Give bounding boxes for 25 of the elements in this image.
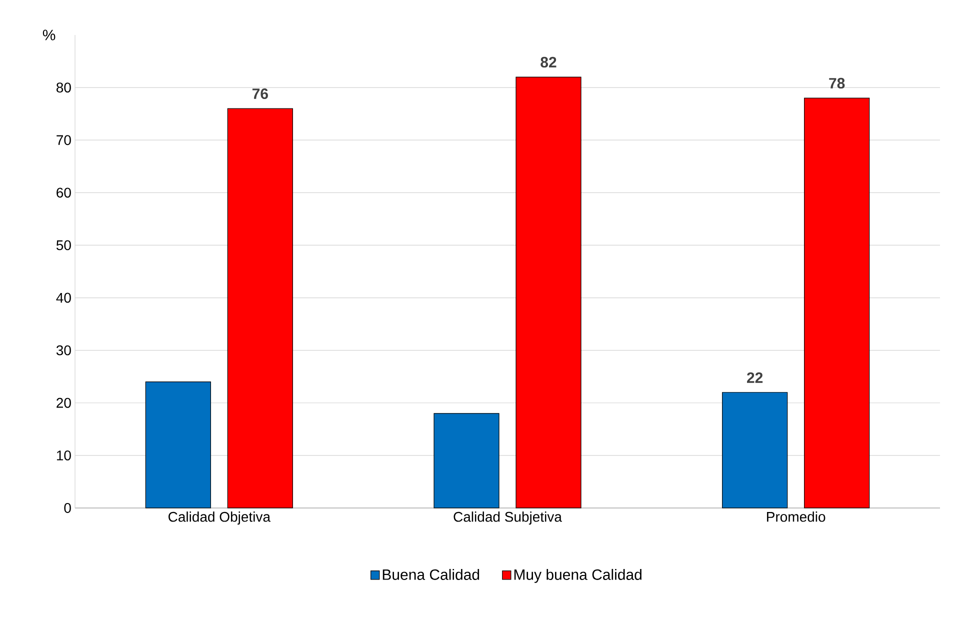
y-tick-label: 10 [56, 450, 71, 460]
y-tick-label: 80 [56, 82, 71, 93]
y-tick-label: 60 [56, 188, 71, 198]
y-tick-label: 30 [56, 345, 71, 356]
data-label: 22 [747, 372, 763, 383]
y-tick-label: 20 [56, 398, 71, 408]
bar [227, 108, 293, 508]
bar [804, 98, 870, 508]
y-tick-label: 70 [56, 135, 71, 146]
y-axis-title: % [42, 30, 56, 40]
bar [145, 382, 211, 508]
bar [722, 392, 788, 508]
y-tick-label: 0 [64, 503, 71, 513]
data-label: 78 [829, 78, 845, 89]
bar [434, 413, 500, 508]
data-label: 82 [540, 56, 556, 68]
x-tick-label: Calidad Objetiva [168, 512, 271, 525]
x-tick-label: Promedio [767, 512, 826, 522]
bar [516, 76, 582, 508]
legend-label: Muy buena Calidad [514, 568, 642, 583]
data-label: 76 [252, 88, 268, 100]
y-tick-label: 40 [56, 292, 71, 303]
x-tick-label: Calidad Subjetiva [454, 512, 562, 525]
y-tick-label: 50 [56, 240, 71, 250]
legend-label: Buena Calidad [382, 568, 480, 580]
